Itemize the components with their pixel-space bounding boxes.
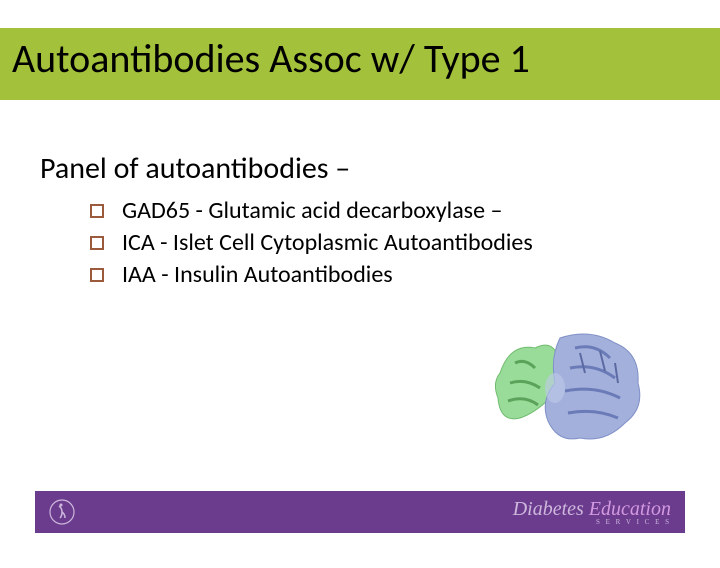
list-item: GAD65 - Glutamic acid decarboxylase –: [90, 196, 533, 225]
slide-title: Autoantibodies Assoc w/ Type 1: [12, 34, 530, 83]
footer-brand: Diabetes Education S E R V I C E S: [513, 498, 671, 526]
checkbox-icon: [90, 268, 104, 282]
checkbox-icon: [90, 204, 104, 218]
checkbox-icon: [90, 236, 104, 250]
title-bar: Autoantibodies Assoc w/ Type 1: [0, 28, 720, 100]
slide-subtitle: Panel of autoantibodies –: [40, 150, 350, 187]
footer-logo-icon: [49, 499, 75, 525]
brand-main: Diabetes: [513, 498, 584, 520]
protein-structure-image: [480, 313, 660, 468]
bullet-text: IAA - Insulin Autoantibodies: [122, 260, 393, 289]
list-item: ICA - Islet Cell Cytoplasmic Autoantibod…: [90, 228, 533, 257]
bullet-text: ICA - Islet Cell Cytoplasmic Autoantibod…: [122, 228, 533, 257]
list-item: IAA - Insulin Autoantibodies: [90, 260, 533, 289]
brand-sub: Education: [589, 498, 671, 520]
bullet-text: GAD65 - Glutamic acid decarboxylase –: [122, 196, 502, 225]
footer-bar: Diabetes Education S E R V I C E S: [35, 491, 685, 533]
bullet-list: GAD65 - Glutamic acid decarboxylase – IC…: [90, 196, 533, 292]
